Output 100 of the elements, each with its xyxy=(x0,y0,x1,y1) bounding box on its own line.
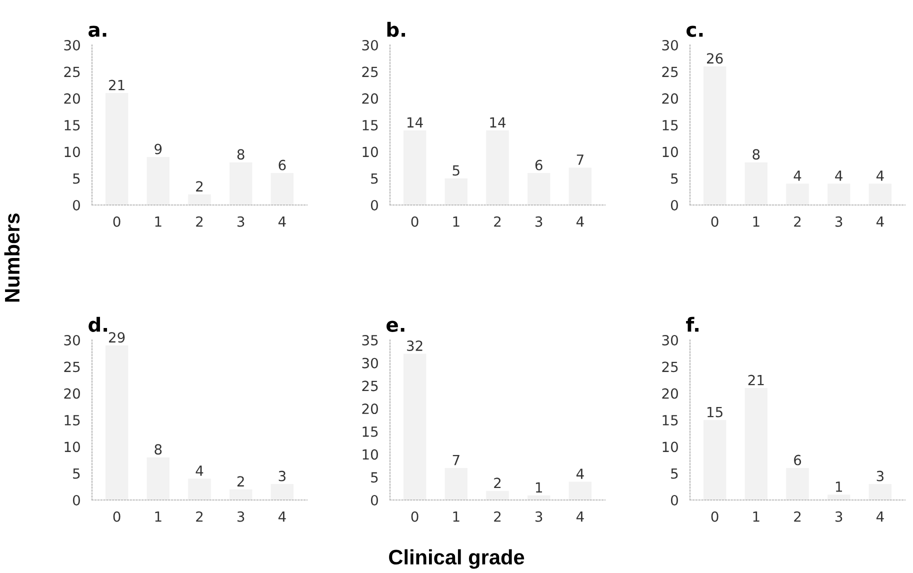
data-label: 7 xyxy=(452,454,460,466)
x-tick-label: 1 xyxy=(155,216,162,227)
bar xyxy=(827,184,850,205)
data-label: 21 xyxy=(108,80,124,90)
y-tick-label: 15 xyxy=(362,120,378,130)
y-tick-label: 10 xyxy=(362,449,378,460)
y-tick-label: 10 xyxy=(662,146,678,158)
x-tick-label: 0 xyxy=(113,511,120,522)
chart-title: c. xyxy=(686,26,703,37)
y-tick-label: 5 xyxy=(73,468,80,479)
y-tick-label: 0 xyxy=(72,494,80,506)
y-tick-label: 20 xyxy=(64,93,80,104)
bar xyxy=(188,478,211,500)
data-label: 8 xyxy=(752,149,760,160)
data-label: 4 xyxy=(196,466,204,476)
x-tick-label: 4 xyxy=(876,216,884,227)
x-tick-label: 2 xyxy=(494,216,501,227)
bar xyxy=(703,420,726,500)
bar xyxy=(527,173,550,205)
y-tick-label: 5 xyxy=(371,472,378,483)
data-label: 3 xyxy=(278,470,286,482)
bar xyxy=(444,468,468,500)
y-tick-label: 25 xyxy=(662,362,678,372)
chart-title: a. xyxy=(88,26,106,37)
data-label: 9 xyxy=(154,144,162,154)
y-tick-label: 20 xyxy=(64,388,80,399)
bar xyxy=(744,388,768,500)
x-tick-label: 1 xyxy=(453,512,460,522)
bar xyxy=(229,162,252,205)
x-tick-label: 4 xyxy=(576,512,584,522)
data-label: 14 xyxy=(490,117,506,128)
y-tick-label: 15 xyxy=(362,426,378,437)
x-tick-label: 0 xyxy=(711,216,718,227)
x-tick-label: 2 xyxy=(794,216,801,227)
y-tick-label: 30 xyxy=(362,358,378,368)
data-label: 7 xyxy=(576,154,584,165)
y-tick-label: 25 xyxy=(362,380,378,392)
y-tick-label: 10 xyxy=(662,442,678,452)
bar xyxy=(188,194,211,205)
y-tick-label: 15 xyxy=(64,120,80,130)
y-tick-label: 0 xyxy=(370,200,378,210)
x-tick-label: 1 xyxy=(155,512,162,522)
bar xyxy=(868,484,892,500)
data-label: 26 xyxy=(706,53,723,64)
data-label: 4 xyxy=(876,170,884,181)
data-label: 4 xyxy=(576,468,584,479)
x-tick-label: 1 xyxy=(453,216,460,227)
bar xyxy=(703,66,726,205)
bar xyxy=(786,184,809,205)
y-tick-label: 20 xyxy=(662,93,678,104)
x-tick-label: 2 xyxy=(794,511,801,522)
x-tick-label: 3 xyxy=(237,216,244,227)
bar xyxy=(270,484,294,500)
data-label: 4 xyxy=(794,170,802,181)
y-tick-label: 10 xyxy=(362,146,378,158)
y-tick-label: 15 xyxy=(662,415,678,426)
y-axis-title: Numbers xyxy=(4,214,20,302)
x-tick-label: 3 xyxy=(835,216,842,227)
bar xyxy=(568,168,592,205)
y-tick-label: 20 xyxy=(662,388,678,399)
bar xyxy=(868,184,892,205)
y-tick-label: 10 xyxy=(64,146,80,158)
y-tick-label: 30 xyxy=(662,334,678,346)
x-tick-label: 0 xyxy=(411,511,418,522)
data-label: 5 xyxy=(452,165,460,176)
bar xyxy=(229,489,252,500)
chart-title: b. xyxy=(387,22,406,37)
x-tick-label: 3 xyxy=(535,511,542,522)
x-tick-label: 1 xyxy=(753,512,760,522)
x-tick-label: 2 xyxy=(196,216,203,227)
x-tick-label: 4 xyxy=(278,216,286,227)
y-tick-label: 10 xyxy=(64,442,80,452)
x-tick-label: 2 xyxy=(494,511,501,522)
bar xyxy=(486,490,509,500)
y-tick-label: 0 xyxy=(72,200,80,210)
x-tick-label: 2 xyxy=(196,511,203,522)
y-tick-label: 5 xyxy=(371,173,378,184)
bar xyxy=(486,130,509,205)
data-label: 4 xyxy=(835,170,842,181)
y-tick-label: 25 xyxy=(662,66,678,78)
x-tick-label: 4 xyxy=(576,216,584,227)
bar xyxy=(146,457,170,500)
bar xyxy=(105,93,128,205)
data-label: 15 xyxy=(707,406,722,418)
x-tick-label: 3 xyxy=(835,511,842,522)
y-tick-label: 20 xyxy=(362,93,378,104)
y-tick-label: 25 xyxy=(362,66,378,78)
bar xyxy=(786,468,809,500)
data-label: 32 xyxy=(407,340,422,352)
x-tick-label: 1 xyxy=(753,216,760,227)
data-label: 6 xyxy=(535,160,542,170)
x-tick-label: 0 xyxy=(711,511,718,522)
x-tick-label: 4 xyxy=(876,512,884,522)
y-tick-label: 30 xyxy=(662,40,678,50)
x-tick-label: 4 xyxy=(278,512,286,522)
bar xyxy=(403,130,426,205)
data-label: 2 xyxy=(237,476,244,486)
y-tick-label: 30 xyxy=(362,40,378,50)
y-tick-label: 20 xyxy=(362,404,378,414)
data-label: 2 xyxy=(196,181,203,192)
